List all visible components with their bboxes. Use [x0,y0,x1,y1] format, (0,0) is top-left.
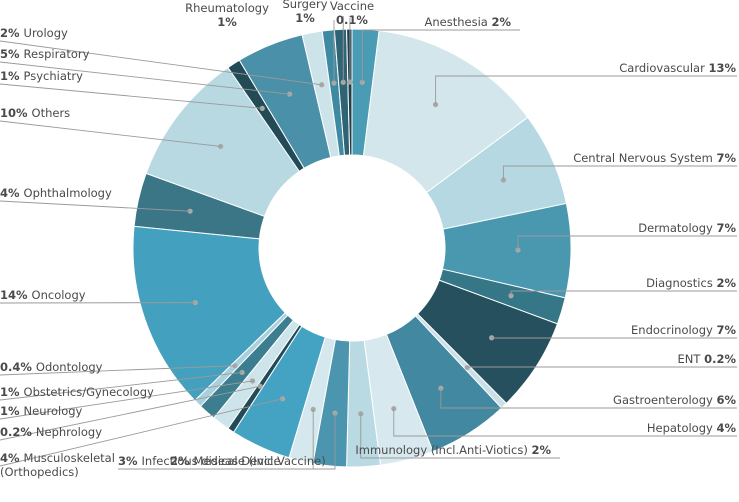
label-respiratory: 5% Respiratory [0,47,90,61]
label-gastroenterology: Gastroenterology 6% [613,393,736,407]
slice-oncology [132,225,286,402]
leader-line [0,365,236,376]
label-nephrology: 0.2% Nephrology [0,425,102,439]
slice-labels: Anesthesia 2% Cardiovascular 13% Central N… [0,0,736,479]
leader-line [517,235,737,251]
label-endocrinology: Endocrinology 7% [631,323,736,337]
label-diagnostics: Diagnostics 2% [646,276,736,290]
leader-line [502,165,737,180]
label-immunology-incl-anti-viotics: Immunology (Incl.Anti-Viotics) 2% [355,443,551,457]
leader-line [0,385,261,441]
leader-line [435,75,737,105]
leader-line [0,61,290,95]
leader-line [360,413,560,459]
leader-lines [0,16,737,470]
leader-line [0,371,243,401]
slice-vaccine [346,28,353,156]
leader-line [0,380,253,420]
label-musculoskeletal-orthopedics: (Orthopedics) [0,465,79,479]
label-anesthesia: Anesthesia 2% [424,15,511,29]
label-others: 10% Others [0,106,70,120]
label-surgery: 1% [295,11,315,25]
label-dermatology: Dermatology 7% [638,221,736,235]
label-odontology: 0.4% Odontology [0,360,103,374]
label-surgery: Surgery [282,0,327,11]
label-vaccine: Vaccine [330,0,374,13]
label-musculoskeletal-orthopedics: 4% Musculoskeletal [0,451,115,465]
label-ent: ENT 0.2% [678,352,737,366]
label-medical-device: 2% Medical Device [170,454,281,468]
slice-cardiovascular [362,30,529,194]
label-urology: 2% Urology [0,26,68,40]
label-obstetrics-gynecology: 1% Obstetrics/Gynecology [0,385,154,399]
label-oncology: 14% Oncology [0,288,86,302]
leader-line [0,83,263,109]
leader-line [0,200,191,212]
label-hepatology: Hepatology 4% [647,421,737,435]
label-vaccine: 0.1% [336,13,368,27]
label-rheumatology: 1% [217,15,237,29]
label-central-nervous-system: Central Nervous System 7% [573,151,736,165]
label-cardiovascular: Cardiovascular 13% [619,61,736,75]
leader-line [0,398,283,467]
label-ophthalmology: 4% Ophthalmology [0,186,112,200]
label-rheumatology: Rheumatology [185,1,269,15]
label-infectious-disease-incl-vaccine: 3% Infectious disease (Incl.Vaccine) [118,454,326,468]
leader-line [0,40,322,86]
leader-line [170,409,314,470]
label-neurology: 1% Neurology [0,404,83,418]
donut-slices [132,28,572,468]
leader-line [393,408,737,437]
leader-line [361,29,520,83]
label-psychiatry: 1% Psychiatry [0,69,83,83]
leader-line [440,388,737,409]
leader-line [510,290,737,296]
leader-line [0,120,221,147]
leader-line [466,366,737,368]
